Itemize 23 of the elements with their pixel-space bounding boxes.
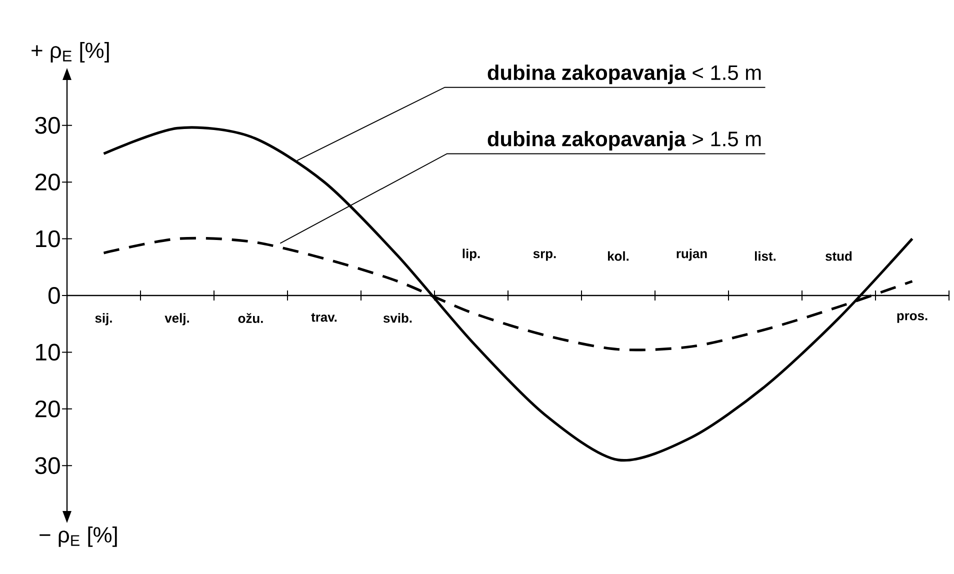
x-tick-label: srp. [533, 251, 556, 261]
y-axis-title: + ρ$_{E}$ [%] [32, 42, 109, 62]
x-tick-label: stud [826, 251, 852, 261]
x-tick-label: sij. [95, 313, 112, 326]
y-tick-label: 10 [36, 230, 60, 248]
x-tick-label: trav. [311, 313, 337, 322]
x-tick-label: list. [755, 251, 776, 261]
y-tick-label: 20 [35, 174, 60, 191]
text: dubina zakopavanja > 1.5 m [488, 131, 761, 151]
x-tick-label: kol. [608, 251, 629, 261]
y-tick-label: 10 [36, 344, 60, 361]
x-tick-label: lip. [462, 248, 480, 261]
y-tick-label: 20 [35, 400, 60, 418]
x-tick-label: velj. [164, 313, 189, 326]
text: dubina zakopavanja < 1.5 m [488, 64, 761, 84]
y-tick-label: 0 [48, 287, 60, 304]
x-tick-label: ožu. [238, 313, 263, 323]
x-tick-label: rujan [676, 248, 707, 261]
y-tick-label: 30 [35, 457, 60, 474]
y-tick-label: 30 [35, 116, 60, 134]
x-tick-label: svib. [383, 313, 412, 323]
text: − ρ$_{E}$ [%] [40, 526, 117, 547]
x-tick-label: pros. [897, 313, 928, 323]
